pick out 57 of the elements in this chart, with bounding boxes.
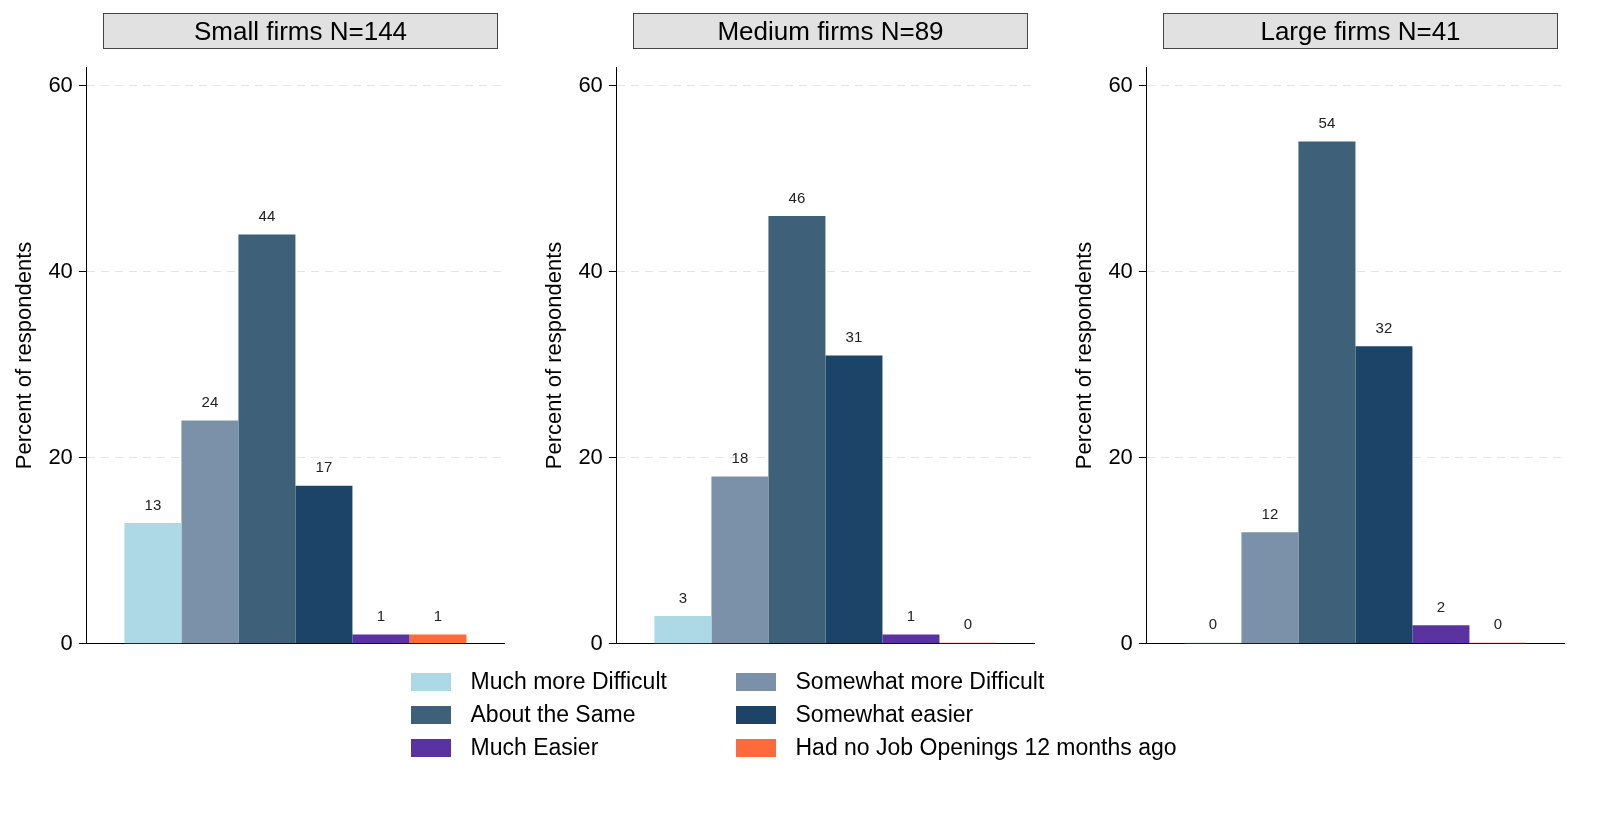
data-label: 12 xyxy=(1261,504,1279,522)
data-label: 1 xyxy=(376,607,386,625)
bar xyxy=(409,634,467,644)
data-label: 46 xyxy=(788,188,806,206)
y-tick-label: 60 xyxy=(578,71,603,97)
data-label: 32 xyxy=(1375,318,1393,336)
data-label: 13 xyxy=(144,495,162,513)
bar xyxy=(1355,346,1413,644)
legend-label: Somewhat more Difficult xyxy=(795,668,1045,695)
bar xyxy=(882,634,940,644)
bar xyxy=(238,234,296,644)
legend-label: About the Same xyxy=(470,701,636,728)
y-axis-title: Percent of respondents xyxy=(11,241,37,470)
y-tick-label: 40 xyxy=(1108,257,1133,283)
bar xyxy=(1241,532,1299,644)
chart-title: Large firms N=41 xyxy=(1163,13,1558,49)
legend-label: Somewhat easier xyxy=(795,701,974,728)
data-label: 44 xyxy=(258,207,276,225)
y-tick-label: 20 xyxy=(48,443,73,469)
data-label: 3 xyxy=(678,588,688,606)
y-tick-label: 0 xyxy=(590,629,603,655)
y-tick-label: 40 xyxy=(578,257,603,283)
bar xyxy=(654,615,712,644)
legend-label: Much more Difficult xyxy=(470,668,667,695)
data-label: 0 xyxy=(963,615,973,633)
y-tick-label: 60 xyxy=(1108,71,1133,97)
data-label: 0 xyxy=(1493,615,1503,633)
bar xyxy=(1412,625,1470,644)
bar xyxy=(352,634,410,644)
bar xyxy=(768,216,826,644)
bar xyxy=(825,355,883,644)
chart-title: Medium firms N=89 xyxy=(633,13,1028,49)
bar xyxy=(1298,141,1356,644)
data-label: 54 xyxy=(1318,114,1336,132)
data-label: 18 xyxy=(731,449,749,467)
y-tick-label: 0 xyxy=(1120,629,1133,655)
data-label: 17 xyxy=(315,458,333,476)
y-tick-label: 20 xyxy=(1108,443,1133,469)
y-tick-label: 0 xyxy=(60,629,73,655)
data-label: 31 xyxy=(845,328,863,346)
data-label: 1 xyxy=(433,607,443,625)
y-tick-label: 20 xyxy=(578,443,603,469)
data-label: 1 xyxy=(906,607,916,625)
bar xyxy=(711,476,769,644)
bar xyxy=(295,485,353,644)
legend-label: Much Easier xyxy=(470,734,599,761)
data-label: 24 xyxy=(201,393,219,411)
bar xyxy=(181,420,239,644)
legend-label: Had no Job Openings 12 months ago xyxy=(795,734,1177,761)
data-label: 2 xyxy=(1436,597,1446,615)
chart-title: Small firms N=144 xyxy=(103,13,498,49)
y-axis-title: Percent of respondents xyxy=(1071,241,1097,470)
bar xyxy=(124,522,182,644)
y-tick-label: 40 xyxy=(48,257,73,283)
y-tick-label: 60 xyxy=(48,71,73,97)
data-label: 0 xyxy=(1208,615,1218,633)
y-axis-title: Percent of respondents xyxy=(541,241,567,470)
